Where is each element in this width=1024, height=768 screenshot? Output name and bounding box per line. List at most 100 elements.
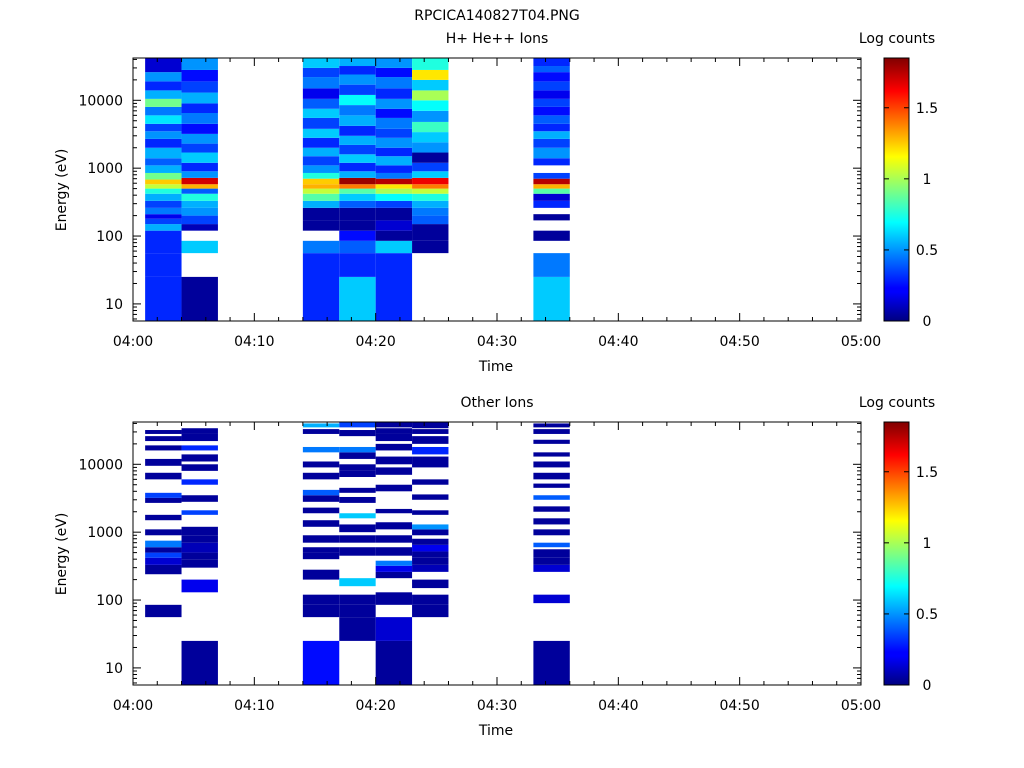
heatmap-cell (412, 215, 449, 225)
colorbar-ticks: 0 0.5 1 1.5 (884, 465, 938, 694)
heatmap-cell (339, 162, 376, 172)
heatmap-cell (181, 58, 218, 70)
heatmap-cell (412, 171, 449, 178)
heatmap-cell (533, 147, 570, 159)
heatmap-cell (181, 200, 218, 208)
x-tick-label: 04:10 (234, 334, 274, 350)
heatmap-cell (302, 200, 340, 208)
colorbar-tick-label: 0 (923, 678, 932, 694)
heatmap-cell (302, 193, 340, 201)
heatmap-cell (302, 520, 340, 527)
heatmap-cell (375, 508, 413, 514)
heatmap-cell (375, 193, 413, 201)
heatmap-cell (375, 443, 413, 451)
heatmap-cell (533, 58, 570, 67)
heatmap-cell (302, 461, 340, 468)
heatmap-cell (181, 454, 218, 462)
heatmap-cell (339, 617, 376, 641)
colorbar-tick-label: 0.5 (916, 243, 938, 259)
heatmap-cell (339, 487, 376, 493)
heatmap-cell (412, 557, 449, 565)
heatmap-cell (375, 67, 413, 78)
heatmap-cell (181, 103, 218, 113)
heatmap-cell (181, 112, 218, 124)
heatmap-cell (412, 162, 449, 172)
y-tick-label: 10 (105, 297, 123, 313)
heatmap-cell (145, 224, 182, 231)
heatmap-cell (339, 105, 376, 116)
heatmap-cell (181, 428, 218, 434)
heatmap-cell (302, 77, 340, 89)
heatmap-cell (145, 184, 182, 189)
x-tick-label: 04:40 (598, 698, 638, 714)
y-tick-label: 10000 (78, 93, 123, 109)
heatmap-cell (375, 230, 413, 241)
panel-h-he-ions: H+ He++ Ions Log counts 04:00 04:10 04:20 0… (54, 31, 938, 375)
heatmap-cell (412, 538, 449, 545)
heatmap-cell (302, 446, 340, 453)
colorbar-ticks: 0 0.5 1 1.5 (884, 101, 938, 330)
heatmap-cell (375, 220, 413, 231)
heatmap-cell (412, 177, 449, 185)
heatmap-cell (339, 171, 376, 178)
heatmap-cell (181, 215, 218, 225)
heatmap-cell (302, 184, 340, 189)
heatmap-cell (181, 542, 218, 553)
heatmap-cell (339, 496, 376, 503)
heatmap-cell (302, 147, 340, 157)
heatmap-cell (302, 220, 340, 231)
heatmap-cell (533, 172, 570, 179)
heatmap-cell (533, 506, 570, 512)
heatmap-cell (533, 472, 570, 480)
heatmap-cell (302, 67, 340, 78)
heatmap-cell (145, 436, 182, 442)
heatmap-cell (302, 423, 340, 428)
heatmap-cell (302, 552, 340, 560)
heatmap-cell (302, 172, 340, 179)
heatmap-cell (375, 108, 413, 118)
heatmap-cell (302, 207, 340, 221)
x-tick-label: 05:00 (841, 334, 881, 350)
heatmap-cell (145, 218, 182, 225)
heatmap-cell (412, 551, 449, 558)
heatmap-cell (339, 144, 376, 155)
heatmap-cell (339, 115, 376, 126)
heatmap-cell (181, 81, 218, 93)
heatmap-cell (145, 188, 182, 194)
heatmap-cell (302, 240, 340, 254)
heatmap-cell (302, 640, 340, 685)
heatmap-cell (412, 446, 449, 455)
heatmap-cell (412, 193, 449, 201)
x-tick-label: 04:00 (113, 698, 153, 714)
heatmap-cell (181, 559, 218, 568)
heatmap-cell (375, 207, 413, 221)
heatmap-cells (145, 422, 570, 685)
heatmap-cell (339, 422, 376, 428)
heatmap-cell (533, 640, 570, 685)
heatmap-cell (339, 513, 376, 519)
heatmap-cell (302, 594, 340, 605)
heatmap-cell (533, 529, 570, 536)
heatmap-cell (145, 497, 182, 503)
heatmap-cell (339, 470, 376, 477)
heatmap-cell (375, 165, 413, 173)
heatmap-cell (339, 276, 376, 321)
heatmap-cell (533, 483, 570, 488)
heatmap-cell (181, 535, 218, 543)
heatmap-cell (339, 58, 376, 67)
heatmap-cell (412, 529, 449, 536)
heatmap-cell (375, 117, 413, 129)
heatmap-cell (181, 171, 218, 178)
colorbar-tick-label: 0.5 (916, 607, 938, 623)
heatmap-cell (375, 560, 413, 566)
heatmap-cell (339, 524, 376, 533)
heatmap-cell (339, 154, 376, 163)
heatmap-cell (375, 128, 413, 138)
heatmap-cell (181, 133, 218, 144)
heatmap-cell (145, 200, 182, 208)
colorbar-tick-label: 1 (923, 536, 932, 552)
heatmap-cell (375, 88, 413, 99)
heatmap-cell (302, 569, 340, 580)
heatmap-cell (375, 467, 413, 475)
heatmap-cell (412, 604, 449, 618)
